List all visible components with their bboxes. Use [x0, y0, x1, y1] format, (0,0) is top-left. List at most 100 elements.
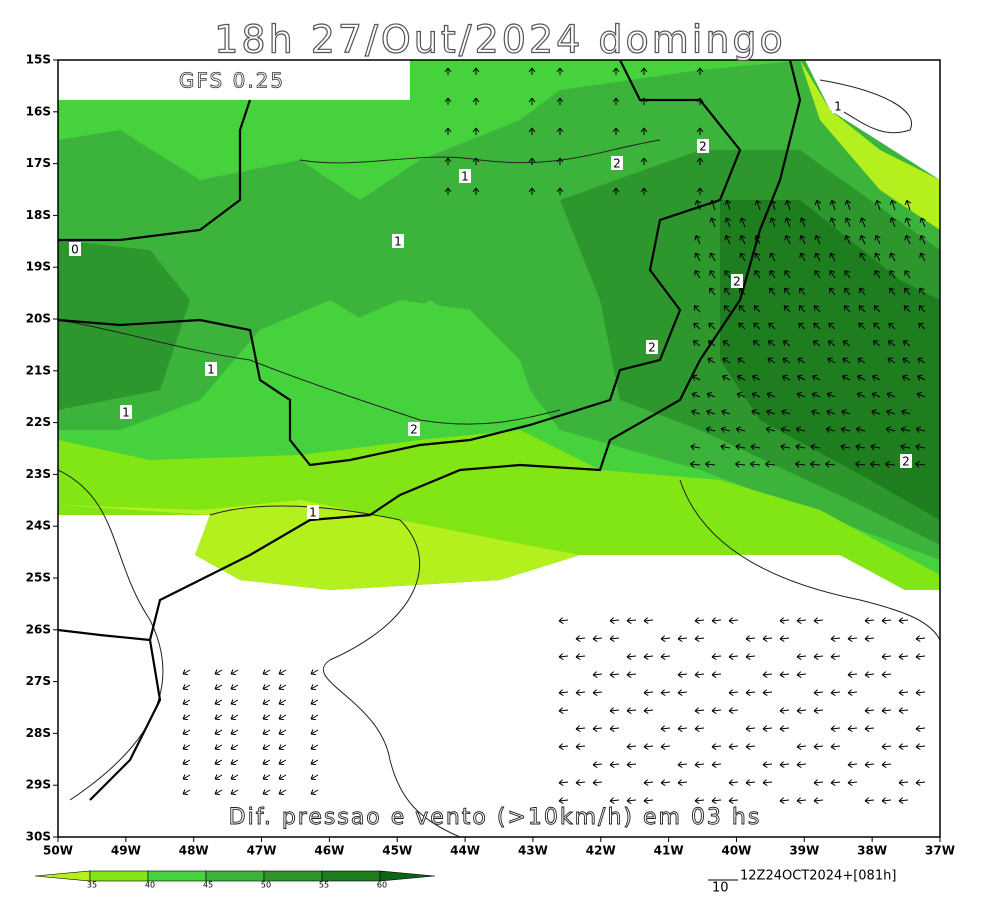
- wind-arrow: [278, 714, 287, 721]
- wind-arrow: [842, 374, 851, 381]
- wind-arrow: [864, 725, 875, 732]
- wind-arrow: [918, 305, 926, 313]
- wind-arrow: [796, 707, 807, 714]
- wind-arrow: [762, 779, 773, 786]
- wind-arrow: [813, 653, 824, 660]
- wind-arrow: [840, 443, 851, 451]
- wind-arrow: [612, 127, 620, 135]
- wind-arrow: [888, 322, 896, 330]
- wind-arrow: [310, 729, 319, 736]
- colorbar-high: [379, 870, 436, 882]
- caption: Dif. pressao e vento (>10km/h) em 03 hs: [229, 805, 762, 830]
- wind-arrow: [230, 744, 239, 751]
- wind-arrow: [796, 743, 807, 750]
- wind-arrow: [813, 322, 821, 330]
- wind-arrow: [765, 460, 776, 468]
- wind-arrow: [779, 725, 790, 732]
- wind-arrow: [796, 653, 807, 660]
- wind-arrow: [859, 287, 866, 296]
- lat-label: 29S: [26, 778, 51, 792]
- wind-arrow: [784, 270, 791, 279]
- wind-arrow: [575, 653, 586, 660]
- wind-arrow: [745, 743, 756, 750]
- wind-arrow: [889, 199, 897, 211]
- wind-arrow: [626, 671, 637, 678]
- wind-arrow: [706, 409, 716, 416]
- wind-arrow: [784, 287, 791, 296]
- wind-arrow: [230, 684, 239, 691]
- wind-arrow: [898, 617, 909, 624]
- contour-label-box: [697, 139, 709, 153]
- wind-arrow: [881, 797, 892, 804]
- wind-arrow: [182, 744, 191, 751]
- wind-arrow: [844, 287, 851, 296]
- wind-arrow: [575, 689, 586, 696]
- wind-arrow: [767, 340, 776, 347]
- contour-label: 2: [648, 341, 656, 355]
- wind-arrow: [745, 725, 756, 732]
- wind-arrow: [690, 443, 701, 451]
- wind-arrow: [762, 725, 773, 732]
- wind-arrow: [214, 759, 223, 766]
- wind-arrow: [612, 97, 620, 105]
- wind-arrow: [797, 374, 806, 381]
- wind-arrow: [840, 426, 851, 433]
- wind-arrow: [872, 340, 881, 347]
- wind-arrow: [798, 322, 806, 330]
- colorbar-label: 45: [203, 881, 213, 890]
- wind-arrow: [660, 743, 671, 750]
- wind-arrow: [592, 689, 603, 696]
- wind-arrow: [709, 287, 716, 296]
- wind-arrow: [898, 797, 909, 804]
- wind-arrow: [556, 97, 564, 105]
- wind-arrow: [575, 743, 586, 750]
- contour-label: 2: [699, 140, 707, 154]
- wind-arrow: [901, 409, 911, 416]
- wind-arrow: [904, 199, 912, 211]
- wind-arrow: [721, 409, 731, 416]
- lon-label: 37W: [925, 844, 955, 858]
- wind-arrow: [472, 67, 480, 75]
- contour-label: 2: [733, 275, 741, 289]
- wind-arrow: [724, 199, 732, 211]
- wind-arrow: [873, 322, 881, 330]
- wind-arrow: [827, 357, 836, 364]
- wind-arrow: [886, 409, 896, 416]
- wind-arrow: [762, 689, 773, 696]
- wind-arrow: [609, 671, 620, 678]
- wind-arrow: [709, 252, 716, 262]
- wind-arrow: [830, 779, 841, 786]
- wind-arrow: [711, 653, 722, 660]
- wind-arrow: [677, 635, 688, 642]
- wind-arrow: [881, 761, 892, 768]
- wind-arrow: [915, 460, 926, 468]
- wind-arrow: [262, 744, 271, 751]
- wind-arrow: [795, 460, 806, 468]
- wind-arrow: [575, 725, 586, 732]
- contour-label: 1: [122, 406, 130, 420]
- wind-arrow: [903, 305, 911, 313]
- wind-arrow: [825, 460, 836, 468]
- wind-arrow: [262, 699, 271, 706]
- wind-arrow: [556, 127, 564, 135]
- wind-arrow: [782, 374, 791, 381]
- contour-label: 1: [207, 363, 215, 377]
- wind-arrow: [902, 374, 911, 381]
- wind-arrow: [904, 235, 911, 245]
- wind-arrow: [881, 707, 892, 714]
- wind-arrow: [857, 374, 866, 381]
- wind-arrow: [214, 714, 223, 721]
- contour-label: 1: [394, 235, 402, 249]
- wind-arrow: [874, 252, 881, 262]
- wind-arrow: [709, 217, 716, 228]
- wind-arrow: [767, 357, 776, 364]
- wind-arrow: [885, 426, 896, 433]
- wind-arrow: [844, 235, 851, 245]
- wind-arrow: [612, 187, 620, 195]
- wind-arrow: [558, 779, 569, 786]
- contour: [209, 505, 461, 837]
- wind-arrow: [769, 270, 776, 279]
- wind-arrow: [915, 426, 926, 433]
- wind-arrow: [708, 322, 716, 330]
